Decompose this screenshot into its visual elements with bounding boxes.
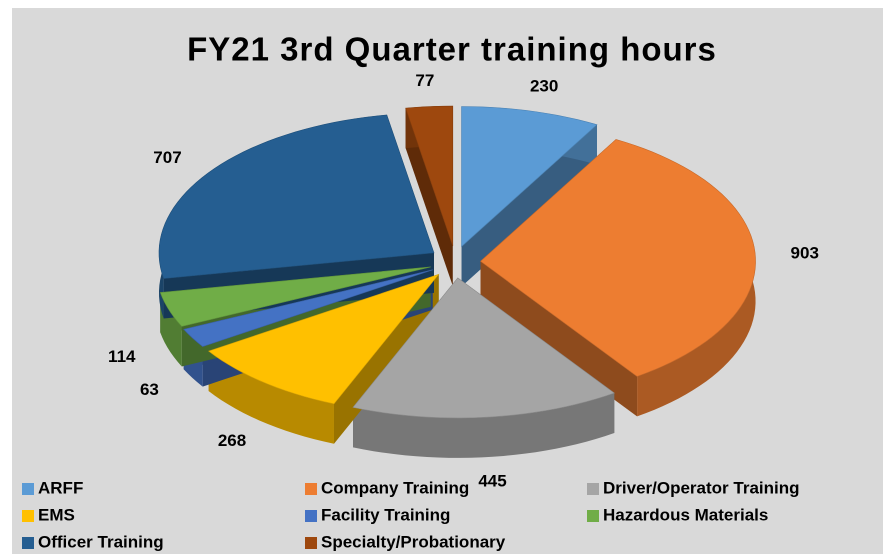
legend-label: ARFF [38, 478, 83, 497]
slice [183, 269, 433, 347]
legend-swatch [22, 510, 34, 522]
legend-swatch [587, 510, 599, 522]
slice [480, 139, 756, 377]
slice [208, 273, 440, 405]
data-label: 268 [218, 431, 246, 450]
legend-swatch [305, 483, 317, 495]
slice-side [461, 124, 597, 287]
legend-swatch [305, 510, 317, 522]
legend-swatch [587, 483, 599, 495]
data-label: 445 [478, 472, 506, 491]
legend-label: Hazardous Materials [603, 505, 768, 524]
pie-tops [158, 105, 756, 419]
slice [158, 114, 435, 279]
slice-wall [208, 351, 334, 444]
legend-label: Officer Training [38, 532, 164, 551]
data-label: 77 [415, 71, 434, 90]
legend: ARFF Company Training Driver/Operator Trai… [22, 478, 800, 551]
legend-label: Driver/Operator Training [603, 478, 800, 497]
data-label: 707 [153, 148, 181, 167]
data-label: 63 [140, 380, 159, 399]
legend-label: EMS [38, 505, 75, 524]
legend-label: Facility Training [321, 505, 450, 524]
chart-title: FY21 3rd Quarter training hours [187, 31, 717, 68]
slice [405, 105, 454, 247]
slice-side [405, 108, 453, 287]
legend-swatch [22, 483, 34, 495]
legend-swatch [305, 537, 317, 549]
legend-label: Company Training [321, 478, 469, 497]
data-label: 230 [530, 76, 558, 95]
slice-side [480, 261, 638, 417]
slice [159, 266, 431, 327]
legend-swatch [22, 537, 34, 549]
slice [461, 106, 598, 248]
slice [352, 277, 615, 419]
data-label: 903 [791, 243, 819, 262]
slice-wall [353, 393, 615, 458]
data-label: 114 [108, 347, 136, 366]
legend-label: Specialty/Probationary [321, 532, 506, 551]
